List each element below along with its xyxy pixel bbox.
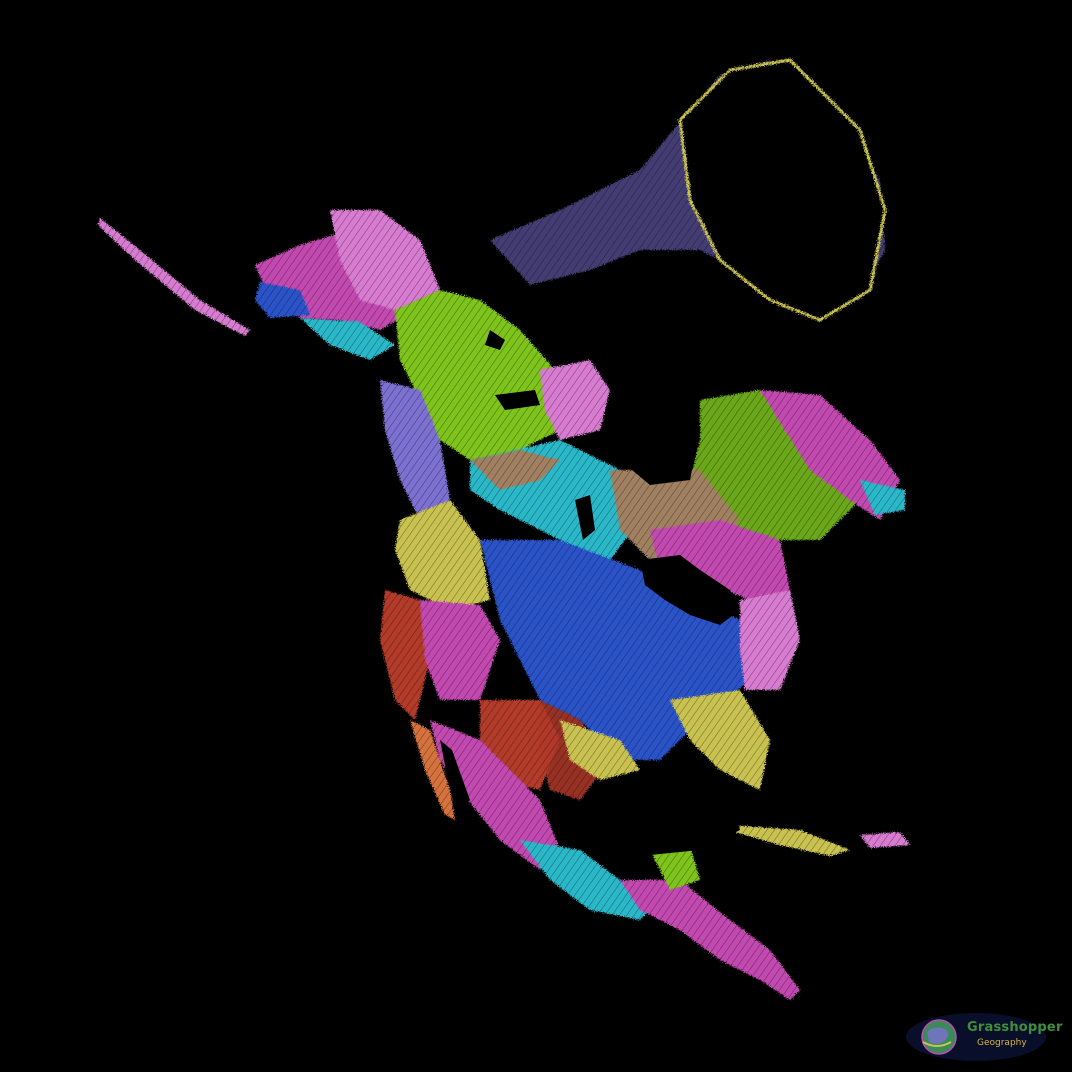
lake-winnipeg [575, 495, 595, 540]
basin-hispaniola [860, 832, 910, 848]
hudson-bay [612, 380, 700, 485]
basin-great-basin [420, 600, 500, 700]
greenland [678, 58, 887, 322]
grasshopper-geography-logo: Grasshopper Geography [905, 1012, 1062, 1062]
basin-cuba [730, 825, 850, 856]
great-bear-lake [485, 330, 505, 350]
basin-central-america [620, 880, 800, 1000]
logo-text-geography: Geography [977, 1038, 1027, 1048]
aleutian-chain [98, 218, 250, 336]
great-lakes [640, 555, 740, 625]
logo-text-grasshopper: Grasshopper [967, 1020, 1063, 1035]
basin-atlantic [740, 590, 800, 690]
gulf-of-california [440, 740, 470, 805]
great-slave-lake [495, 390, 540, 410]
basin-southeast [670, 690, 770, 790]
basin-columbia [395, 500, 490, 610]
gulf-of-mexico [590, 770, 740, 855]
logo-badge-icon [906, 1013, 1046, 1061]
